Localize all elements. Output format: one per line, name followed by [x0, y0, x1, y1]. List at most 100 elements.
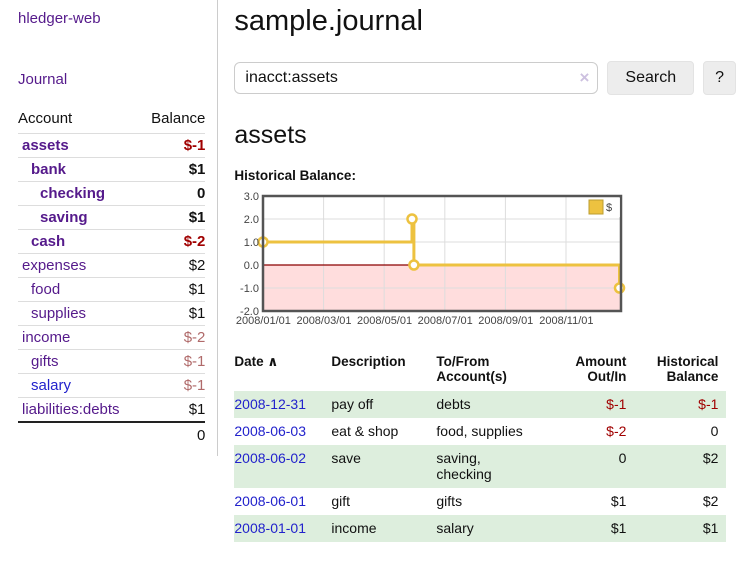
transaction-accounts: debts [436, 396, 471, 412]
transaction-date-link[interactable]: 2008-06-02 [234, 450, 307, 466]
transaction-description: gift [331, 493, 351, 509]
account-balance: $1 [140, 205, 206, 230]
account-row: food $1 [18, 277, 206, 302]
accounts-header-balance: Balance [151, 110, 206, 127]
transactions-table: Date ∧ Description To/From Account(s) Am… [234, 354, 727, 542]
transaction-date-cell: 2008-12-31 [234, 391, 331, 418]
account-balance: $1 [140, 301, 206, 326]
transaction-description: income [331, 520, 377, 536]
search-button[interactable]: Search [607, 61, 695, 95]
x-tick-label: 2008/01/01 [234, 315, 292, 327]
x-tick-label: 2008/09/01 [477, 315, 535, 327]
account-link[interactable]: bank [31, 161, 67, 178]
account-row: bank $1 [18, 157, 206, 182]
accounts-table: Account Balance assets $-1 bank $1 checking 0… [18, 108, 206, 448]
data-point-marker [408, 259, 421, 271]
data-point-marker [406, 213, 419, 225]
y-tick-label: 1.0 [244, 237, 259, 249]
page-title: sample.journal [234, 5, 423, 37]
page: hledger-web Journal Account Balance asse… [18, 0, 742, 542]
legend-label: $ [606, 202, 612, 214]
account-row: saving $1 [18, 205, 206, 230]
chart-title: Historical Balance: [234, 168, 356, 183]
transaction-date-cell: 2008-01-01 [234, 515, 331, 542]
y-tick-label: 2.0 [244, 214, 259, 226]
accounts-total-row: 0 [18, 421, 206, 448]
transaction-amount: $1 [610, 493, 627, 509]
transaction-row: 2008-06-01 gift gifts $1 $2 [234, 488, 726, 515]
y-tick-label: 0.0 [244, 260, 259, 272]
account-row: income $-2 [18, 325, 206, 350]
account-link[interactable]: liabilities:debts [22, 401, 120, 418]
transaction-row: 2008-06-03 eat & shop food, supplies $-2 0 [234, 418, 726, 445]
help-button[interactable]: ? [703, 61, 736, 95]
transaction-description: eat & shop [331, 423, 399, 439]
account-row: assets $-1 [18, 133, 206, 158]
accounts-total-value: 0 [140, 421, 206, 448]
sidebar-account-rows: assets $-1 bank $1 checking 0 saving $1 cash $-2 e… [18, 133, 206, 422]
account-balance: $-1 [140, 133, 206, 158]
transactions-header-row: Date ∧ Description To/From Account(s) Am… [234, 354, 726, 391]
transaction-date-cell: 2008-06-01 [234, 488, 331, 515]
account-balance: $2 [140, 253, 206, 278]
data-point-marker [614, 282, 626, 294]
account-balance: $-2 [140, 229, 206, 254]
clear-search-icon[interactable]: × [579, 68, 590, 87]
transaction-accounts: gifts [436, 493, 463, 509]
accounts-header-account: Account [18, 110, 73, 127]
transaction-rows: 2008-12-31 pay off debts $-1 $-1 2008-06-03 ea… [234, 391, 727, 542]
account-row: supplies $1 [18, 301, 206, 326]
y-tick-label: 3.0 [244, 192, 259, 203]
y-tick-label: -1.0 [240, 283, 259, 295]
transaction-balance: $1 [702, 520, 719, 536]
account-row: salary $-1 [18, 373, 206, 398]
column-header-date[interactable]: Date ∧ [234, 354, 331, 391]
transaction-date-link[interactable]: 2008-01-01 [234, 520, 307, 536]
transaction-date-cell: 2008-06-02 [234, 445, 331, 488]
account-link[interactable]: salary [31, 377, 72, 394]
account-link[interactable]: saving [40, 209, 88, 226]
app-title-link[interactable]: hledger-web [18, 10, 101, 27]
account-link[interactable]: expenses [22, 257, 87, 274]
account-balance: $-2 [140, 325, 206, 350]
transaction-accounts: saving, checking [436, 450, 492, 482]
transaction-accounts: food, supplies [436, 423, 523, 439]
main-content: sample.journal × Search ? assets Histori… [218, 0, 742, 542]
transaction-date-link[interactable]: 2008-06-01 [234, 493, 307, 509]
account-row: liabilities:debts $1 [18, 397, 206, 422]
account-link[interactable]: assets [22, 137, 69, 154]
account-row: gifts $-1 [18, 349, 206, 374]
account-balance: $-1 [140, 373, 206, 398]
account-link[interactable]: cash [31, 233, 66, 250]
transaction-row: 2008-06-02 save saving, checking 0 $2 [234, 445, 727, 488]
transaction-row: 2008-01-01 income salary $1 $1 [234, 515, 727, 542]
journal-link[interactable]: Journal [18, 71, 68, 88]
transaction-date-link[interactable]: 2008-06-03 [234, 423, 307, 439]
historical-balance-chart[interactable]: $ 3.0 2.0 1.0 0.0 -1.0 -2.0 2008/01/01 20… [234, 191, 636, 340]
column-header-balance: Historical Balance [656, 354, 719, 384]
transaction-balance: $-1 [698, 396, 719, 412]
account-row: expenses $2 [18, 253, 206, 278]
column-header-amount: Amount Out/In [575, 354, 627, 384]
transaction-accounts: salary [436, 520, 474, 536]
search-input[interactable] [234, 62, 599, 94]
sort-ascending-icon: ∧ [267, 354, 279, 369]
transaction-balance: 0 [710, 423, 719, 439]
account-link[interactable]: gifts [31, 353, 59, 370]
accounts-total-spacer [18, 421, 141, 448]
transaction-amount: $-1 [606, 396, 627, 412]
chart-border [262, 194, 623, 313]
account-link[interactable]: food [31, 281, 61, 298]
transaction-balance: $2 [702, 450, 719, 466]
account-link[interactable]: supplies [31, 305, 87, 322]
account-balance: 0 [140, 181, 206, 206]
transaction-amount: $-2 [606, 423, 627, 439]
account-link[interactable]: checking [40, 185, 106, 202]
search-form: × Search ? [234, 61, 736, 95]
transaction-date-link[interactable]: 2008-12-31 [234, 396, 307, 412]
account-link[interactable]: income [22, 329, 71, 346]
search-input-wrapper: × [234, 62, 599, 94]
account-row: checking 0 [18, 181, 206, 206]
account-balance: $1 [140, 277, 206, 302]
account-balance: $1 [140, 397, 206, 422]
